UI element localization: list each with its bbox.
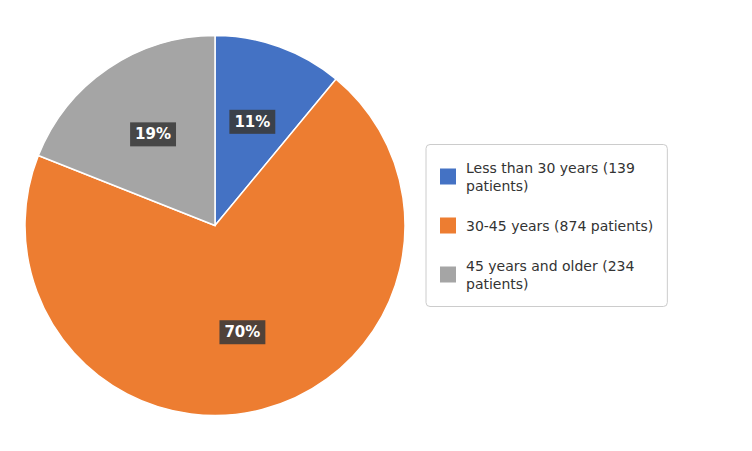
legend-swatch: [440, 169, 456, 185]
legend: Less than 30 years (139patients) 30-45 ye…: [426, 145, 667, 307]
legend-swatch: [440, 218, 456, 234]
data-label: 11%: [234, 113, 270, 131]
data-label: 70%: [224, 323, 260, 341]
slices: [25, 36, 405, 416]
legend-label: Less than 30 years (139patients): [466, 160, 635, 194]
data-label-group: 70%: [219, 320, 265, 344]
legend-label: 45 years and older (234patients): [466, 258, 634, 292]
data-label-box: [219, 320, 265, 344]
chart-container: 11% 70% 19% Less than 30 years (139patients…: [0, 0, 752, 451]
data-label: 19%: [135, 125, 171, 143]
chart: 11% 70% 19% Less than 30 years (139patients…: [0, 0, 752, 451]
legend-label: 30-45 years (874 patients): [466, 218, 653, 234]
data-label-box: [229, 110, 275, 134]
data-label-box: [130, 122, 176, 146]
data-label-group: 19%: [130, 122, 176, 146]
legend-frame: [426, 145, 667, 307]
data-label-group: 11%: [229, 110, 275, 134]
pie-slice: [38, 36, 215, 226]
legend-swatch: [440, 267, 456, 283]
data-labels: 11% 70% 19%: [130, 110, 275, 344]
